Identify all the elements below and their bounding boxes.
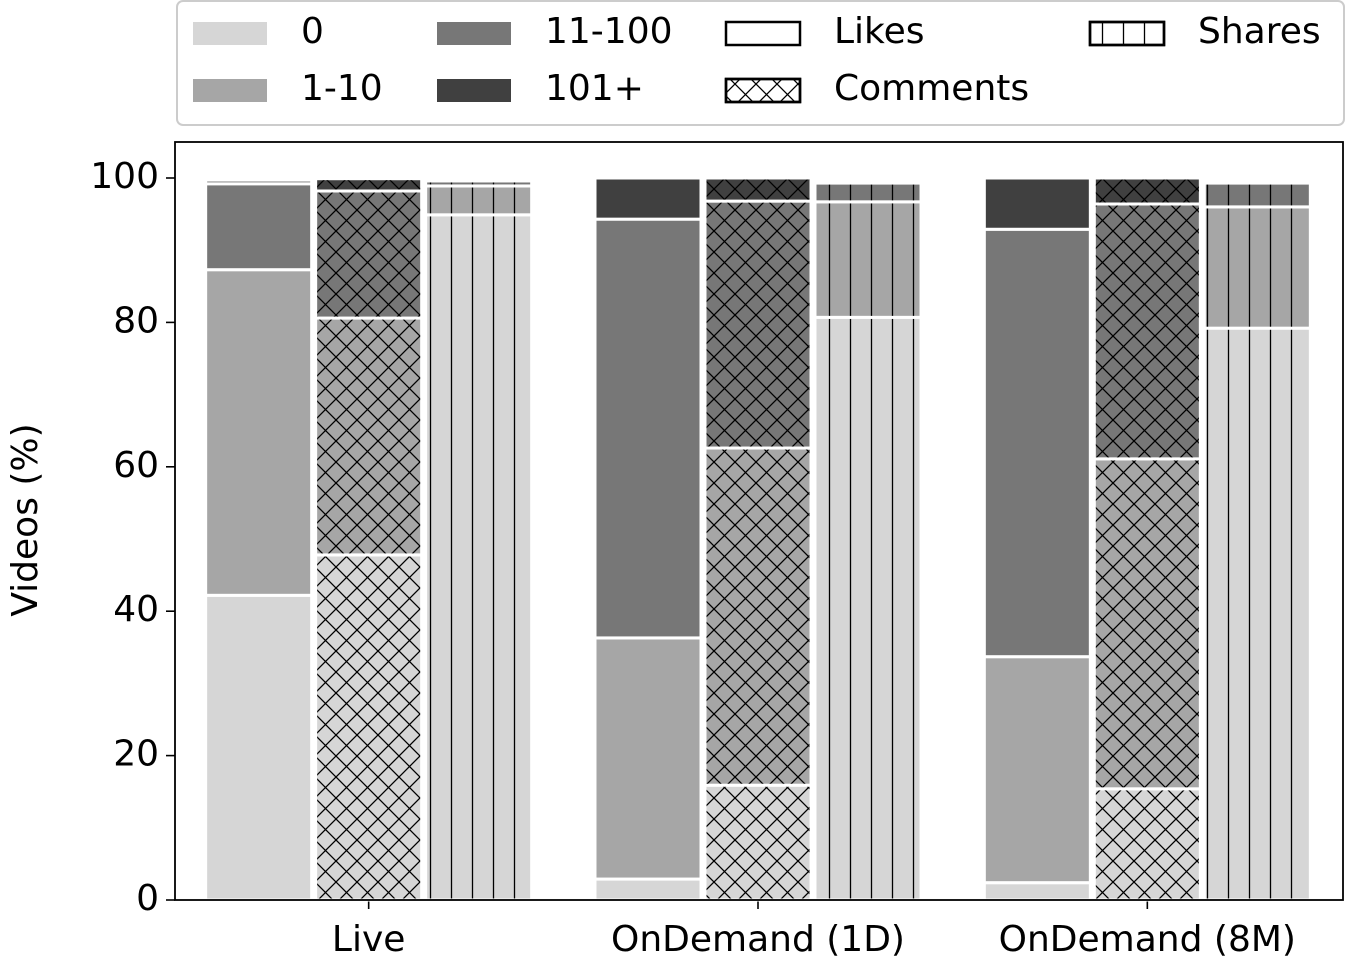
y-tick-label: 20 — [113, 734, 159, 775]
hatch-overlay — [706, 179, 810, 200]
bar-segment — [982, 881, 1092, 902]
hatch-overlay — [427, 182, 531, 185]
hatch-overlay — [816, 318, 920, 899]
legend-label: 11-100 — [545, 11, 673, 52]
hatch-overlay — [1095, 205, 1199, 458]
hatch-overlay — [816, 184, 920, 201]
legend-swatch — [193, 22, 267, 45]
x-tick-label: Live — [332, 919, 406, 960]
legend-swatch — [193, 79, 267, 102]
hatch-overlay — [1205, 184, 1309, 206]
y-axis-label: Videos (%) — [5, 423, 46, 616]
bar-segment — [204, 178, 314, 186]
legend-label: Likes — [834, 11, 925, 52]
bar-segment — [813, 180, 923, 185]
bar-segment — [204, 182, 314, 272]
y-tick-label: 60 — [113, 445, 159, 486]
hatch-overlay — [706, 786, 810, 899]
hatch-overlay — [427, 216, 531, 899]
legend-swatch — [437, 79, 511, 102]
legend-label: 101+ — [545, 68, 644, 109]
bar-segment — [982, 227, 1092, 659]
hatch-overlay — [317, 319, 421, 554]
legend-swatch — [437, 22, 511, 45]
y-tick-label: 100 — [90, 156, 159, 197]
hatch-overlay — [317, 180, 421, 190]
x-tick-label: OnDemand (8M) — [999, 919, 1296, 960]
y-tick-label: 80 — [113, 300, 159, 341]
hatch-overlay — [1205, 329, 1309, 899]
legend-label: 1-10 — [301, 68, 383, 109]
bar-segment — [982, 176, 1092, 231]
hatch-overlay — [706, 449, 810, 784]
legend-hatch — [724, 77, 802, 104]
bar-segment — [204, 268, 314, 597]
hatch-overlay — [427, 187, 531, 214]
legend-label: Shares — [1198, 11, 1321, 52]
plot-frame — [174, 141, 1344, 901]
bar-segment — [204, 593, 314, 902]
legend-hatch — [1088, 20, 1166, 47]
bar-segment — [593, 217, 703, 640]
bar-segment — [982, 655, 1092, 885]
hatch-overlay — [1205, 208, 1309, 327]
x-tick-label: OnDemand (1D) — [611, 919, 905, 960]
hatch-overlay — [317, 556, 421, 899]
y-tick-label: 0 — [136, 878, 159, 919]
hatch-overlay — [706, 202, 810, 447]
bar-segment — [593, 176, 703, 221]
hatch-overlay — [816, 203, 920, 316]
hatch-overlay — [317, 192, 421, 317]
hatch-overlay — [1095, 179, 1199, 203]
legend-swatch — [724, 20, 802, 47]
hatch-overlay — [1095, 790, 1199, 899]
bar-segment — [593, 636, 703, 881]
bar-segment — [424, 177, 534, 183]
legend-label: 0 — [301, 11, 324, 52]
bar-segment — [1202, 180, 1312, 185]
y-tick-label: 40 — [113, 589, 159, 630]
legend-label: Comments — [834, 68, 1029, 109]
hatch-overlay — [1095, 460, 1199, 788]
bar-segment — [593, 877, 703, 902]
